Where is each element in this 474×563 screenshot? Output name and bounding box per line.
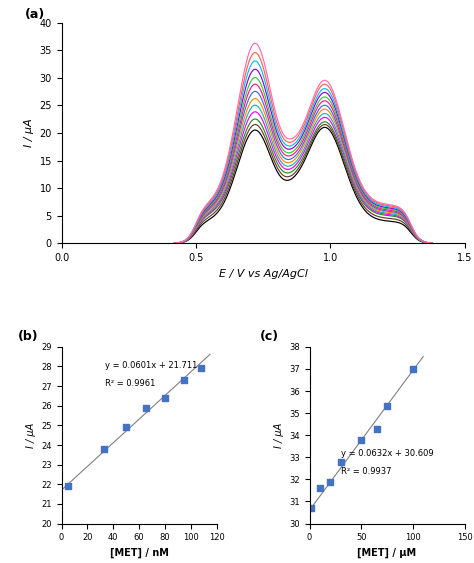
Point (337, 457, 344, 466)
Text: (b): (b) (18, 330, 39, 343)
Point (383, 402, 391, 411)
X-axis label: E / V vs Ag/AgCl: E / V vs Ag/AgCl (219, 269, 308, 279)
Point (100, 444, 108, 453)
Point (181, 376, 188, 385)
Y-axis label: I / μA: I / μA (24, 119, 34, 148)
Point (161, 394, 169, 403)
X-axis label: [MET] / μM: [MET] / μM (357, 548, 417, 558)
Point (357, 435, 365, 444)
Point (316, 484, 324, 493)
Text: R² = 0.9937: R² = 0.9937 (340, 467, 391, 476)
Text: y = 0.0601x + 21.711: y = 0.0601x + 21.711 (105, 361, 197, 370)
Text: y = 0.0632x + 30.609: y = 0.0632x + 30.609 (340, 449, 433, 458)
Point (409, 364, 417, 373)
Text: (c): (c) (260, 330, 279, 343)
Point (197, 364, 205, 373)
X-axis label: [MET] / nM: [MET] / nM (109, 548, 169, 558)
Point (122, 423, 130, 432)
Text: R² = 0.9961: R² = 0.9961 (105, 379, 155, 388)
Y-axis label: I / μA: I / μA (26, 423, 36, 448)
Point (373, 424, 381, 433)
Point (142, 403, 149, 412)
Text: (a): (a) (26, 8, 46, 21)
Point (327, 477, 334, 486)
Y-axis label: I / μA: I / μA (273, 423, 283, 448)
Point (64, 482, 72, 491)
Point (307, 504, 314, 513)
